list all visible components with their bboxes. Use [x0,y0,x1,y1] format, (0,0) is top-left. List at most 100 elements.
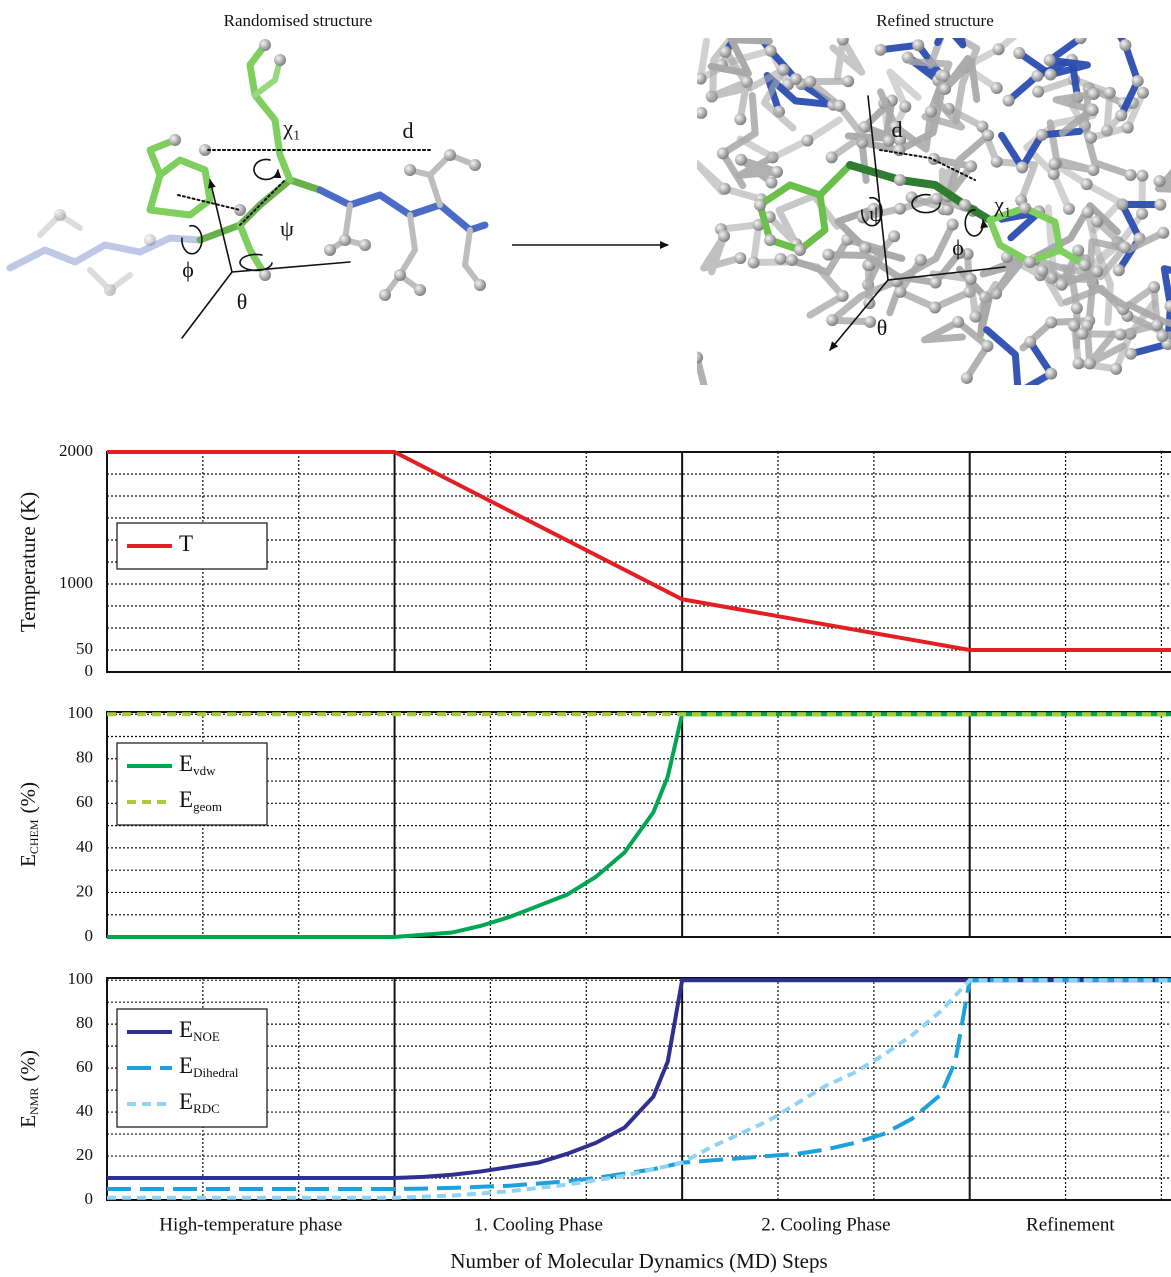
atom [842,75,854,87]
atom [1148,281,1160,293]
atom [993,43,1005,55]
atom [1087,164,1099,176]
legend-subscript: NOE [193,1029,220,1044]
atom [929,302,941,314]
atom [1045,368,1057,380]
angle-label: θ [877,315,888,340]
y-tick-label: 50 [76,639,93,658]
atom [991,156,1003,168]
y-tick-label: 40 [76,1101,93,1120]
atom [1088,88,1100,100]
atom [1048,158,1060,170]
randomised-structure-image [10,39,486,338]
atom [1119,241,1131,253]
atom [1056,279,1068,291]
x-axis-label: Number of Molecular Dynamics (MD) Steps [450,1249,827,1273]
atom [734,252,746,264]
atom [947,219,959,231]
atom [1076,328,1088,340]
atom [1091,265,1103,277]
y-tick-label: 0 [85,926,94,945]
atom [718,230,730,242]
y-axis-label-subscript: NMR [27,1088,41,1115]
angle-label: ψ [869,201,883,226]
atom [1063,203,1075,215]
atom [1154,175,1166,187]
atom [1054,0,1066,10]
y-axis-label-unit: (%) [16,1050,40,1081]
atom [837,290,849,302]
atom [804,76,816,88]
y-tick-label: 80 [76,1013,93,1032]
atom [826,314,838,326]
atom [765,45,777,57]
atom [1024,336,1036,348]
atom [982,129,994,141]
atom [1016,161,1028,173]
y-tick-label: 0 [85,1189,94,1208]
angle-label: ϕ [182,257,194,282]
atom [894,203,906,215]
atom [1081,178,1093,190]
atom [1087,104,1099,116]
atom [965,160,977,172]
y-tick-label: 100 [68,703,94,722]
angle-label: θ [237,289,248,314]
bond [987,330,1051,393]
atom [826,151,838,163]
y-axis-label: ECHEM(%) [16,782,41,867]
atom [834,100,846,112]
y-tick-label: 100 [68,969,94,988]
angle-label: ϕ [952,235,964,260]
atom [1165,300,1171,312]
legend-subscript: RDC [193,1101,220,1116]
atom [734,113,746,125]
atom [1136,170,1148,182]
atom [801,134,813,146]
atom [1085,132,1097,144]
atom [915,254,927,266]
legend-name: T [179,531,193,556]
y-tick-label: 0 [85,661,94,680]
atom [790,73,802,85]
atom [777,64,789,76]
legend-subscript: geom [193,799,222,814]
y-tick-label: 20 [76,881,93,900]
atom [1122,122,1134,134]
bond [633,339,706,395]
atom [1044,54,1056,66]
atom [965,273,977,285]
angle-label: χ₁ [282,115,300,140]
y-tick-label: 1000 [59,573,93,592]
y-axis-label-text: E [16,1115,40,1128]
atom [1113,264,1125,276]
refined-structure-image [627,0,1171,400]
legend-name: E [179,751,193,776]
atom [1132,75,1144,87]
atom [775,253,787,265]
atom [930,277,942,289]
atom [912,39,924,51]
atom [695,73,707,85]
atom [894,286,906,298]
atom [765,176,777,188]
y-tick-label: 2000 [59,441,93,460]
atom [695,107,707,119]
legend-subscript: vdw [193,763,216,778]
atom [627,332,639,344]
angle-label: ψ [280,216,294,241]
atom [1119,39,1131,51]
y-axis-label-subscript: CHEM [27,819,41,854]
atom [875,44,887,56]
legend-name: E [179,1053,193,1078]
y-tick-label: 80 [76,748,93,767]
atom [893,144,905,156]
figure: Randomised structure χ₁ d ψ ϕ θ Refined … [0,0,1171,1277]
bond [637,69,701,125]
atom [771,166,783,178]
atom [1157,227,1169,239]
atom [700,388,712,400]
x-category-label: 2. Cooling Phase [761,1214,890,1235]
y-axis-label: Temperature (K) [16,492,40,632]
atom [735,154,747,166]
